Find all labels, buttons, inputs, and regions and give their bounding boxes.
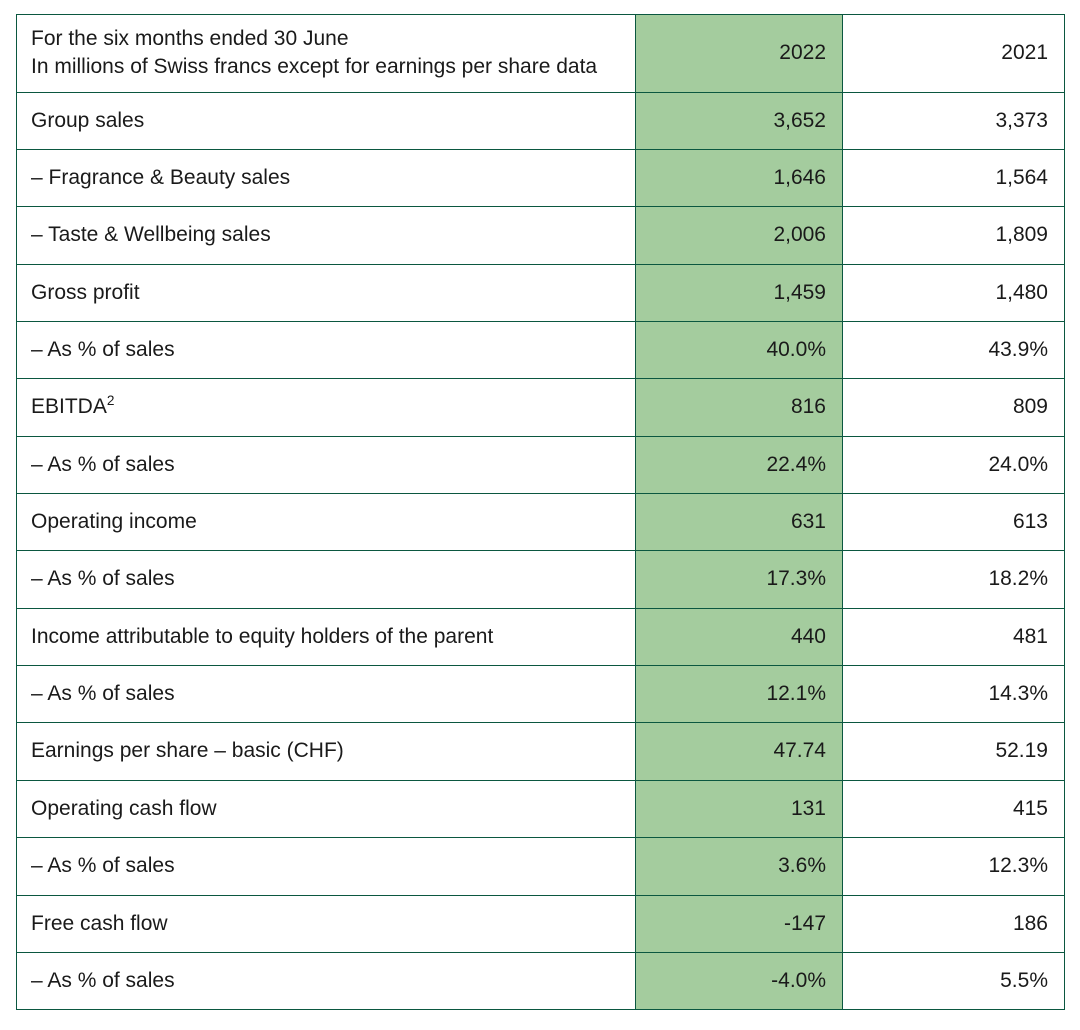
row-label: – Fragrance & Beauty sales	[17, 150, 636, 207]
table-row: EBITDA2816809	[17, 379, 1065, 436]
table-row: – Fragrance & Beauty sales1,6461,564	[17, 150, 1065, 207]
row-value-2022: 440	[636, 608, 843, 665]
row-value-2022: 3,652	[636, 92, 843, 149]
table-body: Group sales3,6523,373– Fragrance & Beaut…	[17, 92, 1065, 1010]
row-label: Group sales	[17, 92, 636, 149]
row-label: – As % of sales	[17, 436, 636, 493]
table-row: Operating income631613	[17, 494, 1065, 551]
row-value-2021: 1,809	[843, 207, 1065, 264]
header-year-2021: 2021	[843, 15, 1065, 93]
row-value-2021: 52.19	[843, 723, 1065, 780]
table-row: Operating cash flow131415	[17, 780, 1065, 837]
row-value-2022: 40.0%	[636, 322, 843, 379]
table-row: Earnings per share – basic (CHF)47.7452.…	[17, 723, 1065, 780]
row-label: – Taste & Wellbeing sales	[17, 207, 636, 264]
row-label: Free cash flow	[17, 895, 636, 952]
header-label: For the six months ended 30 June In mill…	[17, 15, 636, 93]
financial-table: For the six months ended 30 June In mill…	[16, 14, 1065, 1010]
table-row: – As % of sales40.0%43.9%	[17, 322, 1065, 379]
row-value-2022: 17.3%	[636, 551, 843, 608]
row-value-2022: 47.74	[636, 723, 843, 780]
row-value-2022: 2,006	[636, 207, 843, 264]
row-label: – As % of sales	[17, 322, 636, 379]
row-label: Operating cash flow	[17, 780, 636, 837]
row-value-2021: 14.3%	[843, 666, 1065, 723]
page: For the six months ended 30 June In mill…	[0, 0, 1080, 1030]
header-year-2022: 2022	[636, 15, 843, 93]
row-value-2021: 24.0%	[843, 436, 1065, 493]
row-value-2021: 1,564	[843, 150, 1065, 207]
table-row: – Taste & Wellbeing sales2,0061,809	[17, 207, 1065, 264]
row-label: Operating income	[17, 494, 636, 551]
table-row: Gross profit1,4591,480	[17, 264, 1065, 321]
row-value-2022: 12.1%	[636, 666, 843, 723]
footnote-marker: 2	[107, 393, 115, 408]
row-value-2021: 186	[843, 895, 1065, 952]
row-value-2022: 22.4%	[636, 436, 843, 493]
table-header-row: For the six months ended 30 June In mill…	[17, 15, 1065, 93]
row-label: Gross profit	[17, 264, 636, 321]
row-label: – As % of sales	[17, 838, 636, 895]
row-value-2022: 1,646	[636, 150, 843, 207]
row-value-2022: 816	[636, 379, 843, 436]
table-row: – As % of sales12.1%14.3%	[17, 666, 1065, 723]
row-value-2022: 1,459	[636, 264, 843, 321]
row-value-2022: -147	[636, 895, 843, 952]
row-label: – As % of sales	[17, 666, 636, 723]
table-row: Free cash flow-147186	[17, 895, 1065, 952]
table-row: Group sales3,6523,373	[17, 92, 1065, 149]
row-value-2021: 415	[843, 780, 1065, 837]
row-label: Earnings per share – basic (CHF)	[17, 723, 636, 780]
row-label: – As % of sales	[17, 551, 636, 608]
table-row: Income attributable to equity holders of…	[17, 608, 1065, 665]
row-value-2022: 631	[636, 494, 843, 551]
header-label-line2: In millions of Swiss francs except for e…	[31, 53, 623, 81]
row-value-2021: 809	[843, 379, 1065, 436]
row-value-2021: 481	[843, 608, 1065, 665]
table-row: – As % of sales22.4%24.0%	[17, 436, 1065, 493]
table-row: – As % of sales3.6%12.3%	[17, 838, 1065, 895]
row-value-2021: 12.3%	[843, 838, 1065, 895]
row-label: EBITDA2	[17, 379, 636, 436]
row-value-2021: 18.2%	[843, 551, 1065, 608]
row-value-2022: 3.6%	[636, 838, 843, 895]
row-value-2021: 43.9%	[843, 322, 1065, 379]
row-label: Income attributable to equity holders of…	[17, 608, 636, 665]
row-value-2021: 3,373	[843, 92, 1065, 149]
table-row: – As % of sales17.3%18.2%	[17, 551, 1065, 608]
row-value-2021: 613	[843, 494, 1065, 551]
header-label-line1: For the six months ended 30 June	[31, 25, 623, 53]
row-value-2021: 1,480	[843, 264, 1065, 321]
row-value-2022: 131	[636, 780, 843, 837]
